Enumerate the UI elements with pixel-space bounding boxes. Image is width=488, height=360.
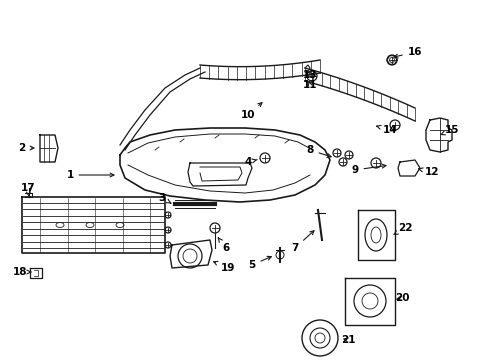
Text: 4: 4: [244, 157, 257, 167]
Text: 8: 8: [306, 145, 330, 157]
Text: 7: 7: [291, 231, 313, 253]
Text: 12: 12: [418, 167, 438, 177]
Text: 13: 13: [302, 70, 317, 80]
Text: 3: 3: [158, 193, 171, 203]
Text: 18: 18: [13, 267, 31, 277]
Text: 11: 11: [302, 80, 317, 90]
Text: 6: 6: [218, 238, 229, 253]
Text: 10: 10: [240, 103, 262, 120]
Text: 5: 5: [248, 256, 271, 270]
Text: 16: 16: [393, 47, 421, 58]
Text: 20: 20: [394, 293, 408, 303]
Text: 9: 9: [351, 164, 385, 175]
Text: 19: 19: [213, 261, 235, 273]
Text: 14: 14: [376, 125, 397, 135]
Text: 1: 1: [66, 170, 114, 180]
Text: 22: 22: [393, 223, 411, 234]
Text: 17: 17: [20, 183, 35, 196]
Text: 2: 2: [19, 143, 34, 153]
Text: 15: 15: [440, 125, 458, 135]
Text: 21: 21: [340, 335, 354, 345]
